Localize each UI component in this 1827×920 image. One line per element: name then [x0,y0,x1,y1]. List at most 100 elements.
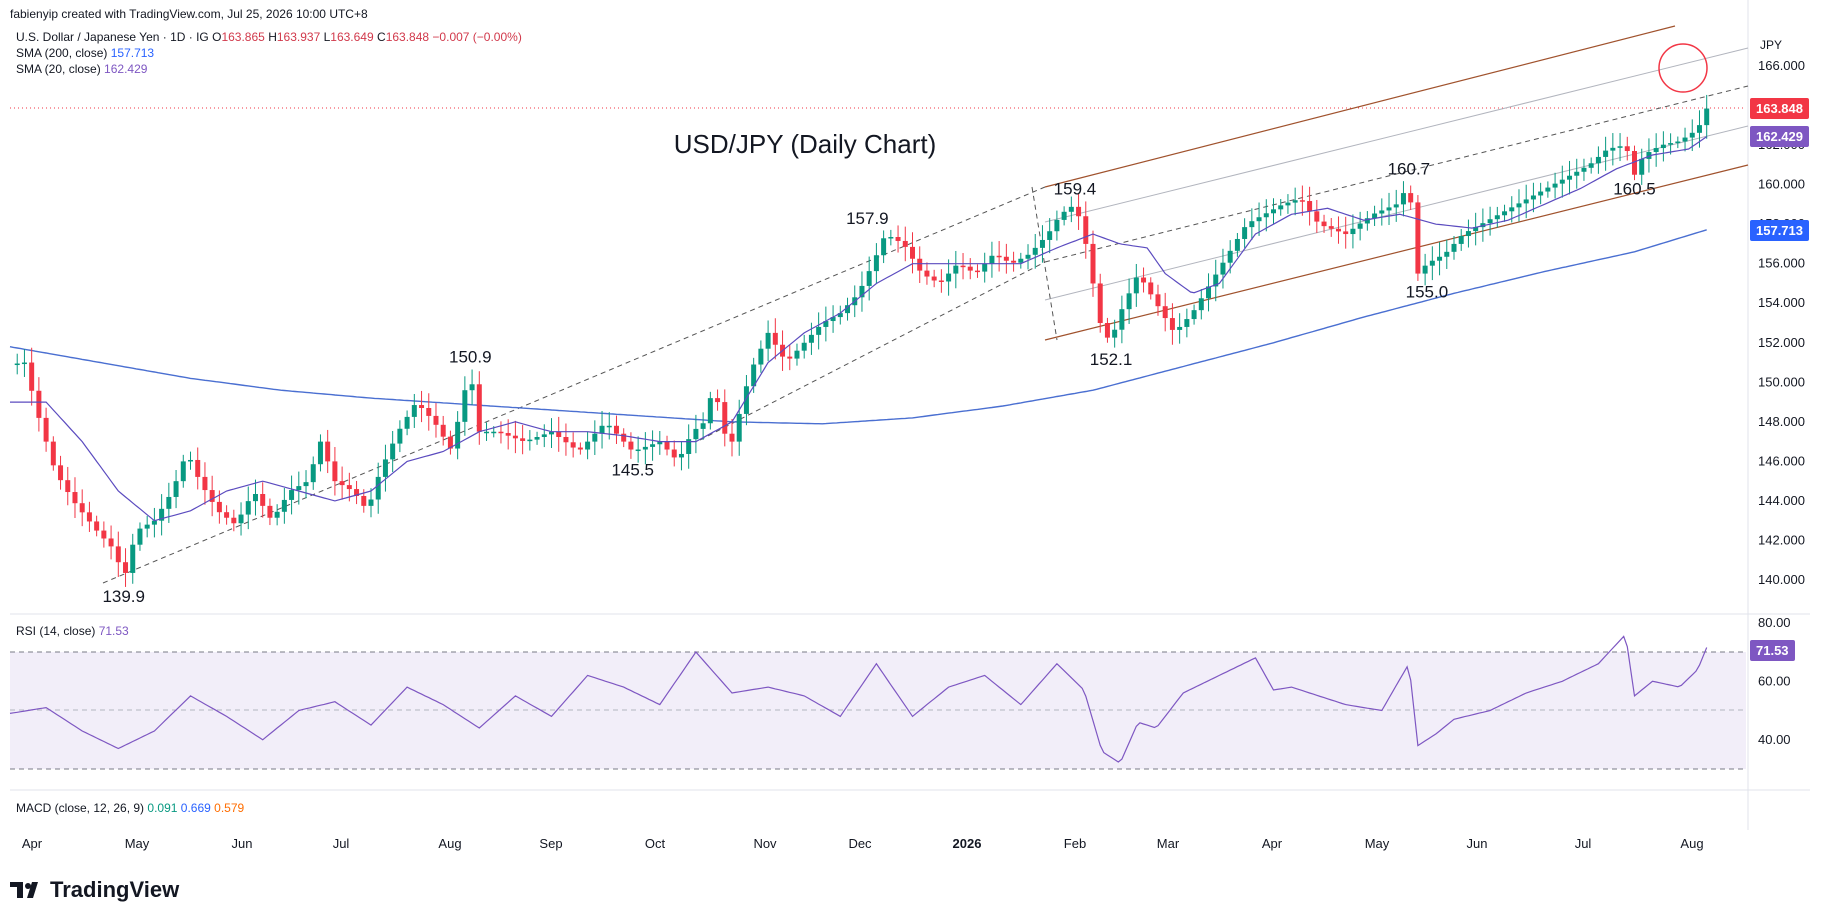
candle-body [419,405,425,409]
candle-body [1552,183,1558,188]
time-axis[interactable]: Apr May Jun Jul Aug Sep Oct Nov Dec 2026 Feb Mar Apr… [22,836,1704,851]
candle-body [390,443,396,460]
tradingview-logo-text: TradingView [50,877,180,902]
rsi-label: RSI (14, close) [16,624,96,638]
channel-inner-upper-line[interactable] [1044,47,1749,223]
rsi-tick-label: 80.00 [1758,615,1791,630]
candle-body [1567,175,1573,180]
candle-body [202,476,208,491]
sma20-legend[interactable]: SMA (20, close) 162.429 [16,62,147,76]
candle-body [1321,221,1327,227]
sma200-series [9,229,1707,425]
candle-body [967,266,973,271]
candle-body [707,398,713,424]
credit-line: fabienyip created with TradingView.com, … [10,7,368,21]
candle-body [72,492,78,504]
rsi-tick-label: 40.00 [1758,732,1791,747]
macd-label: MACD (close, 12, 26, 9) [16,801,145,815]
candle-body [996,255,1002,258]
sma20-value: 162.429 [104,62,148,76]
candle-body [1386,207,1392,211]
candle-body [1704,108,1710,126]
price-tick-label: 166.000 [1758,58,1805,73]
candle-body [1603,150,1609,157]
candle-body [1003,256,1009,261]
candle-body [21,362,27,365]
candle-body [657,441,663,445]
candle-body [938,280,944,282]
candle-body [1444,251,1450,257]
rsi-legend[interactable]: RSI (14, close) 71.53 [16,624,129,638]
sma20-line [10,136,1708,522]
price-tick-label: 142.000 [1758,532,1805,547]
candle-body [1148,282,1154,295]
symbol-legend[interactable]: U.S. Dollar / Japanese Yen · 1D · IG O16… [16,30,522,44]
candle-body [794,350,800,359]
candle-body [101,530,107,539]
macd-legend[interactable]: MACD (close, 12, 26, 9) 0.091 0.669 0.57… [16,801,244,815]
channel-upper-line[interactable] [1044,25,1676,188]
candle-body [700,423,706,429]
target-circle[interactable] [1658,43,1708,93]
rsi-tick-label: 60.00 [1758,673,1791,688]
candle-body [1047,231,1053,240]
candle-body [491,431,497,434]
candle-body [1083,216,1089,244]
candle-body [260,494,266,506]
candle-body [1581,167,1587,172]
trend-channel[interactable] [102,25,1749,584]
rsi-axis[interactable]: 80.00 60.00 40.00 [1758,615,1791,747]
candle-body [462,390,468,422]
candle-body [1400,193,1406,205]
candle-body [1422,265,1428,274]
time-tick-label: 2026 [953,836,982,851]
candle-body [1184,319,1190,327]
candle-body [1458,236,1464,244]
candle-body [1068,206,1074,212]
candle-body [1220,262,1226,275]
candle-body [289,490,295,500]
candle-body [592,433,598,442]
candle-body [1494,215,1500,220]
candle-body [36,390,42,418]
price-annotation: 160.7 [1388,160,1431,179]
price-annotation: 155.0 [1406,283,1449,302]
candle-body [1133,277,1139,294]
candle-body [823,321,829,327]
candle-body [1169,318,1175,330]
candle-body [1335,228,1341,232]
tradingview-logo[interactable]: TradingView [10,877,179,903]
time-tick-label: Aug [1680,836,1703,851]
candlestick-series [14,94,1710,587]
candle-body [1545,187,1551,192]
candle-body [1227,250,1233,263]
rsi-series [9,635,1708,763]
candle-body [1141,277,1147,283]
price-annotation: 145.5 [611,461,654,480]
trendline-from-oct[interactable] [699,261,1046,441]
candle-body [678,453,684,458]
candle-body [1509,207,1515,212]
channel-mid-line[interactable] [1044,85,1749,263]
candle-body [426,408,432,416]
candle-body [1415,202,1421,274]
candle-body [664,441,670,450]
candle-body [130,544,136,573]
candle-body [123,562,129,573]
candle-body [628,441,634,450]
candle-body [722,402,728,434]
candle-body [224,512,230,518]
drop-line-159-152[interactable] [1031,186,1058,341]
candle-body [58,465,64,481]
sma200-legend[interactable]: SMA (200, close) 157.713 [16,46,154,60]
chart-title: USD/JPY (Daily Chart) [674,129,936,159]
candle-body [43,417,49,442]
channel-lower-line[interactable] [1044,164,1749,341]
candle-body [1393,204,1399,208]
candle-body [895,237,901,241]
candle-body [549,431,554,435]
candle-body [281,499,287,512]
candle-body [902,240,908,247]
price-annotation: 159.4 [1054,179,1097,198]
